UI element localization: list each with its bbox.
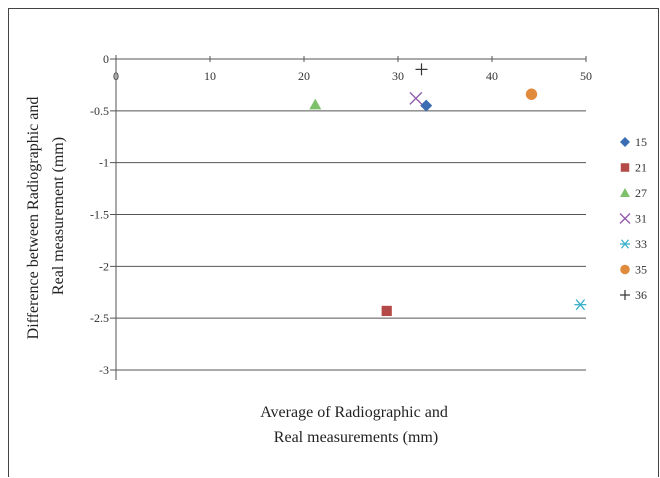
y-tick-label: -2.5: [90, 311, 109, 325]
data-point-35: [525, 88, 538, 100]
chart-frame: [8, 8, 659, 477]
x-axis-title: Average of Radiographic and Real measure…: [260, 404, 452, 446]
x-tick-label: 20: [298, 69, 310, 83]
legend-label-33: 33: [635, 237, 647, 251]
y-axis-title: Difference between Radiographic and Real…: [25, 93, 67, 340]
legend-marker-36: [620, 290, 630, 300]
x-tick-labels: 0 10 20 30 40 50: [113, 69, 592, 83]
legend-label-31: 31: [635, 212, 647, 226]
data-point-15: [420, 99, 433, 112]
x-tick-label: 0: [113, 69, 119, 83]
x-tick-label: 40: [486, 69, 498, 83]
y-axis-title-line-1: Difference between Radiographic and: [25, 97, 42, 340]
legend-marker-15: [620, 137, 630, 147]
x-tick-label: 30: [392, 69, 404, 83]
y-tick-label: -0.5: [90, 104, 109, 118]
legend-marker-21: [620, 163, 630, 172]
legend-marker-33: [620, 239, 630, 249]
data-point-21: [381, 305, 392, 317]
legend-label-15: 15: [635, 135, 647, 149]
legend-label-21: 21: [635, 161, 647, 175]
legend-marker-27: [620, 188, 630, 197]
data-point-27: [309, 98, 322, 110]
legend-marker-31: [619, 213, 631, 224]
data-point-36: [415, 63, 428, 76]
legend-marker-35: [620, 264, 630, 275]
y-axis-title-line-2: Real measurement (mm): [50, 137, 67, 295]
data-point-31: [409, 91, 423, 105]
data-point-33: [574, 299, 587, 311]
y-tick-label: -1: [99, 156, 109, 170]
y-tick-label: -2: [99, 259, 109, 273]
legend-label-35: 35: [635, 263, 647, 277]
y-tick-labels: 0 -0.5 -1 -1.5 -2 -2.5 -3: [90, 52, 109, 377]
legend: 15 21 27 31 33 35 36: [619, 135, 647, 302]
x-tick-label: 50: [580, 69, 592, 83]
x-axis-title-line-1: Average of Radiographic and: [260, 404, 448, 421]
x-tick-label: 10: [204, 69, 216, 83]
data-points: [309, 63, 587, 317]
y-tick-label: -3: [99, 363, 109, 377]
axes: [110, 55, 587, 380]
grid-lines: [110, 110, 586, 371]
y-tick-label: -1.5: [90, 208, 109, 222]
legend-label-27: 27: [635, 186, 647, 200]
y-tick-label: 0: [103, 52, 109, 66]
legend-label-36: 36: [635, 288, 647, 302]
x-axis-title-line-2: Real measurements (mm): [274, 429, 438, 446]
